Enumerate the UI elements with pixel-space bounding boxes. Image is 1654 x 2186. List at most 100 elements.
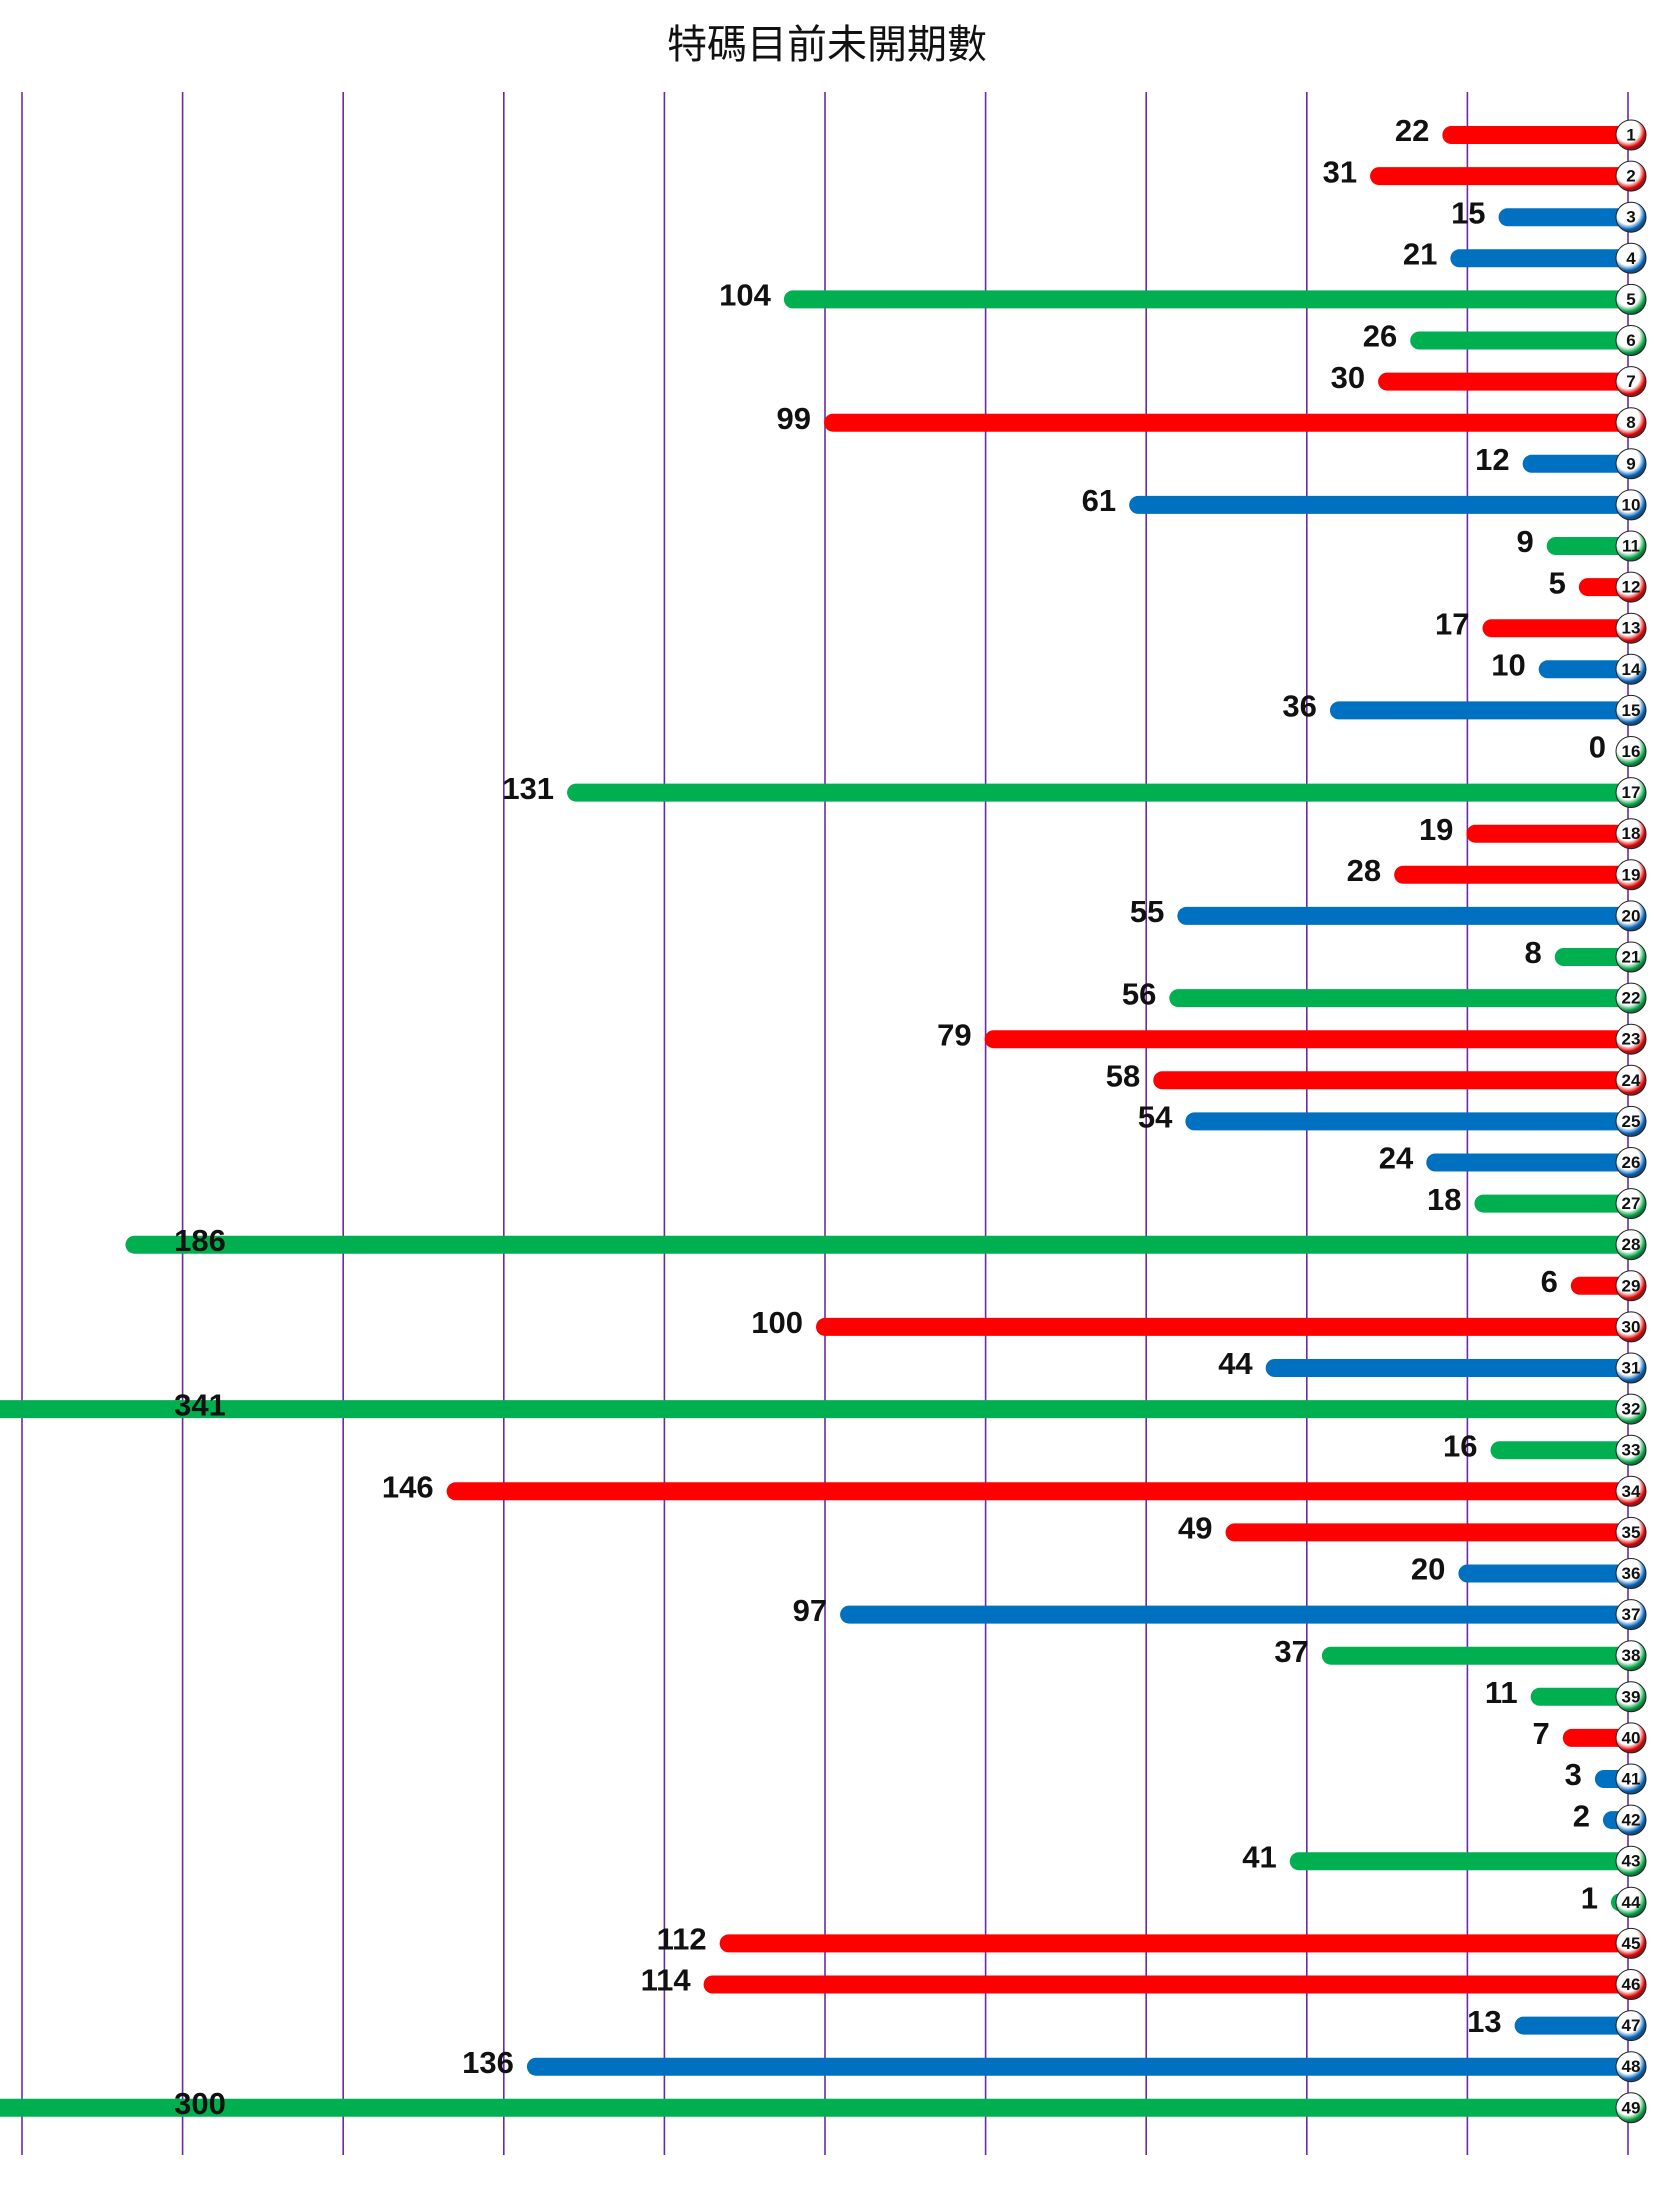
ball-icon bbox=[1615, 1516, 1647, 1548]
value-label: 0 bbox=[1589, 730, 1606, 765]
value-label: 11 bbox=[1485, 1675, 1518, 1710]
ball-number: 43 bbox=[1622, 1852, 1641, 1871]
ball-icon bbox=[1615, 448, 1647, 480]
ball-icon bbox=[1615, 325, 1647, 356]
ball-icon bbox=[1615, 1722, 1647, 1754]
value-label: 56 bbox=[1122, 976, 1156, 1011]
value-label: 99 bbox=[777, 401, 811, 436]
value-label: 16 bbox=[1443, 1428, 1477, 1463]
value-label: 30 bbox=[1331, 360, 1365, 395]
ball-number: 48 bbox=[1622, 2057, 1641, 2076]
value-label: 18 bbox=[1427, 1182, 1461, 1217]
value-label: 104 bbox=[719, 278, 771, 313]
ball-number: 35 bbox=[1622, 1523, 1641, 1542]
ball-number: 39 bbox=[1622, 1687, 1641, 1706]
ball-icon bbox=[1615, 736, 1647, 767]
ball-number: 9 bbox=[1626, 454, 1635, 473]
value-label: 10 bbox=[1491, 647, 1525, 682]
ball-number: 41 bbox=[1622, 1769, 1641, 1788]
ball-number: 15 bbox=[1622, 701, 1641, 720]
ball-number: 17 bbox=[1622, 783, 1641, 802]
ball-number: 34 bbox=[1622, 1482, 1641, 1501]
ball-number: 25 bbox=[1622, 1112, 1641, 1131]
value-label: 131 bbox=[502, 771, 554, 806]
ball-icon bbox=[1615, 900, 1647, 932]
value-label: 114 bbox=[641, 1963, 692, 1998]
ball-icon bbox=[1615, 1640, 1647, 1672]
ball-icon bbox=[1615, 571, 1647, 603]
ball-number: 24 bbox=[1622, 1071, 1641, 1090]
ball-icon bbox=[1615, 119, 1647, 151]
value-label: 136 bbox=[462, 2045, 514, 2080]
value-label: 9 bbox=[1516, 524, 1533, 559]
value-label: 41 bbox=[1242, 1839, 1276, 1874]
value-label: 12 bbox=[1475, 442, 1509, 477]
ball-number: 19 bbox=[1622, 865, 1641, 884]
value-label: 3 bbox=[1565, 1757, 1582, 1792]
ball-number: 11 bbox=[1622, 536, 1640, 555]
ball-number: 10 bbox=[1622, 495, 1641, 514]
ball-icon bbox=[1615, 1475, 1647, 1507]
ball-icon bbox=[1615, 1434, 1647, 1466]
value-label: 97 bbox=[793, 1593, 827, 1628]
value-label: 79 bbox=[937, 1017, 971, 1052]
value-label: 21 bbox=[1403, 236, 1437, 271]
chart-title: 特碼目前未開期數 bbox=[667, 22, 987, 68]
value-label: 146 bbox=[382, 1469, 434, 1504]
ball-icon bbox=[1615, 407, 1647, 439]
ball-icon bbox=[1615, 160, 1647, 192]
ball-number: 31 bbox=[1622, 1358, 1641, 1377]
ball-icon bbox=[1615, 1886, 1647, 1918]
ball-icon bbox=[1615, 366, 1647, 398]
value-label: 31 bbox=[1323, 154, 1357, 189]
value-label: 186 bbox=[174, 1223, 226, 1258]
value-label: 19 bbox=[1419, 812, 1453, 847]
ball-number: 45 bbox=[1622, 1934, 1641, 1953]
ball-icon bbox=[1615, 1188, 1647, 1220]
ball-icon bbox=[1615, 1763, 1647, 1795]
value-label: 1 bbox=[1581, 1880, 1598, 1915]
ball-icon bbox=[1615, 1845, 1647, 1877]
ball-number: 47 bbox=[1622, 2016, 1641, 2035]
ball-icon bbox=[1615, 982, 1647, 1014]
ball-icon bbox=[1615, 530, 1647, 562]
ball-number: 38 bbox=[1622, 1646, 1641, 1665]
value-label: 24 bbox=[1379, 1141, 1414, 1176]
ball-icon bbox=[1615, 1229, 1647, 1261]
ball-icon bbox=[1615, 1352, 1647, 1384]
ball-number: 29 bbox=[1622, 1276, 1641, 1295]
ball-icon bbox=[1615, 1311, 1647, 1343]
ball-number: 13 bbox=[1622, 619, 1641, 638]
ball-icon bbox=[1615, 1927, 1647, 1959]
ball-icon bbox=[1615, 1599, 1647, 1631]
ball-number: 5 bbox=[1626, 290, 1635, 309]
value-label: 26 bbox=[1363, 319, 1397, 354]
ball-icon bbox=[1615, 694, 1647, 726]
value-label: 36 bbox=[1282, 689, 1316, 724]
value-label: 7 bbox=[1533, 1716, 1550, 1751]
ball-number: 36 bbox=[1622, 1564, 1641, 1583]
ball-number: 26 bbox=[1622, 1153, 1641, 1172]
value-label: 20 bbox=[1411, 1552, 1445, 1587]
value-label: 13 bbox=[1467, 2004, 1501, 2039]
value-label: 6 bbox=[1541, 1264, 1558, 1299]
value-label: 300 bbox=[174, 2086, 226, 2121]
ball-number: 22 bbox=[1622, 989, 1641, 1008]
value-label: 58 bbox=[1106, 1058, 1140, 1093]
ball-icon bbox=[1615, 941, 1647, 973]
ball-icon bbox=[1615, 777, 1647, 809]
ball-number: 7 bbox=[1626, 372, 1635, 391]
ball-icon bbox=[1615, 1969, 1647, 2000]
value-label: 100 bbox=[751, 1305, 803, 1340]
value-label: 341 bbox=[174, 1387, 226, 1422]
ball-icon bbox=[1615, 1147, 1647, 1178]
value-label: 22 bbox=[1395, 113, 1429, 148]
ball-icon bbox=[1615, 2092, 1647, 2124]
ball-number: 16 bbox=[1622, 742, 1641, 761]
ball-number: 37 bbox=[1622, 1605, 1641, 1624]
ball-number: 2 bbox=[1626, 167, 1635, 186]
ball-icon bbox=[1615, 1270, 1647, 1302]
ball-icon bbox=[1615, 653, 1647, 685]
